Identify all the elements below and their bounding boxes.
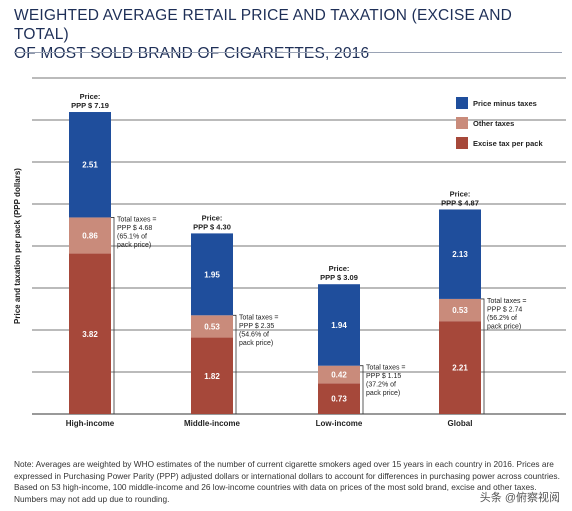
- price-value-label: PPP $ 7.19: [71, 101, 109, 110]
- data-label: 0.42: [331, 371, 347, 380]
- data-label: 0.53: [204, 322, 220, 331]
- bar-segment: [69, 112, 111, 218]
- data-label: 2.13: [452, 250, 468, 259]
- data-label: 0.53: [452, 306, 468, 315]
- bar-segment: [69, 253, 111, 414]
- bar-segment: [69, 217, 111, 254]
- category-label: Global: [448, 419, 473, 428]
- price-value-label: PPP $ 4.30: [193, 222, 231, 231]
- bar-segment: [439, 209, 481, 299]
- footnote: Note: Averages are weighted by WHO estim…: [14, 459, 560, 504]
- price-label: Price:: [202, 213, 223, 222]
- legend-label: Price minus taxes: [473, 99, 537, 108]
- bar-segment: [191, 315, 233, 338]
- price-value-label: PPP $ 4.87: [441, 198, 479, 207]
- price-label: Price:: [80, 92, 101, 101]
- data-label: 0.86: [82, 232, 98, 241]
- price-label: Price:: [450, 189, 471, 198]
- data-label: 2.21: [452, 364, 468, 373]
- total-taxes-label: PPP $ 4.68: [117, 225, 152, 232]
- legend-swatch: [456, 97, 468, 109]
- total-taxes-label: PPP $ 2.74: [487, 306, 522, 313]
- chart-title: WEIGHTED AVERAGE RETAIL PRICE AND TAXATI…: [14, 6, 558, 63]
- data-label: 0.73: [331, 395, 347, 404]
- total-taxes-label: pack price): [366, 390, 400, 397]
- data-label: 1.82: [204, 372, 220, 381]
- title-divider: [14, 52, 562, 53]
- total-taxes-label: (54.6% of: [239, 331, 269, 338]
- total-taxes-label: pack price): [117, 242, 151, 249]
- total-taxes-label: Total taxes =: [239, 314, 279, 321]
- bar-segment: [318, 365, 360, 384]
- total-taxes-label: Total taxes =: [117, 216, 157, 223]
- bar-segment: [439, 298, 481, 322]
- total-taxes-label: Total taxes =: [487, 298, 527, 305]
- category-label: High-income: [66, 419, 115, 428]
- data-label: 3.82: [82, 330, 98, 339]
- legend-label: Excise tax per pack: [473, 139, 543, 148]
- total-taxes-label: PPP $ 1.15: [366, 373, 401, 380]
- price-label: Price:: [329, 264, 350, 273]
- total-taxes-bracket: [481, 298, 485, 414]
- title-line-2: OF MOST SOLD BRAND OF CIGARETTES, 2016: [14, 45, 370, 62]
- total-taxes-label: pack price): [239, 340, 273, 347]
- category-label: Low-income: [316, 419, 363, 428]
- total-taxes-bracket: [360, 365, 364, 414]
- bar-segment: [439, 321, 481, 414]
- title-line-1: WEIGHTED AVERAGE RETAIL PRICE AND TAXATI…: [14, 7, 512, 43]
- total-taxes-bracket: [111, 217, 115, 414]
- legend-swatch: [456, 117, 468, 129]
- total-taxes-bracket: [233, 314, 237, 414]
- total-taxes-label: (56.2% of: [487, 315, 517, 322]
- bar-segment: [191, 233, 233, 316]
- legend-swatch: [456, 137, 468, 149]
- bar-segment: [318, 383, 360, 414]
- category-label: Middle-income: [184, 419, 241, 428]
- total-taxes-label: pack price): [487, 323, 521, 330]
- total-taxes-label: (37.2% of: [366, 382, 396, 389]
- total-taxes-label: PPP $ 2.35: [239, 323, 274, 330]
- legend-label: Other taxes: [473, 119, 514, 128]
- watermark: 头条 @俯察视阅: [479, 492, 560, 504]
- bar-segment: [318, 284, 360, 366]
- stacked-bar-chart: Price and taxation per pack (PPP dollars…: [13, 77, 566, 428]
- bar-segment: [191, 337, 233, 414]
- price-value-label: PPP $ 3.09: [320, 273, 358, 282]
- total-taxes-label: (65.1% of: [117, 233, 147, 240]
- y-axis-label: Price and taxation per pack (PPP dollars…: [13, 168, 22, 324]
- data-label: 2.51: [82, 161, 98, 170]
- total-taxes-label: Total taxes =: [366, 365, 406, 372]
- data-label: 1.94: [331, 321, 347, 330]
- data-label: 1.95: [204, 270, 220, 279]
